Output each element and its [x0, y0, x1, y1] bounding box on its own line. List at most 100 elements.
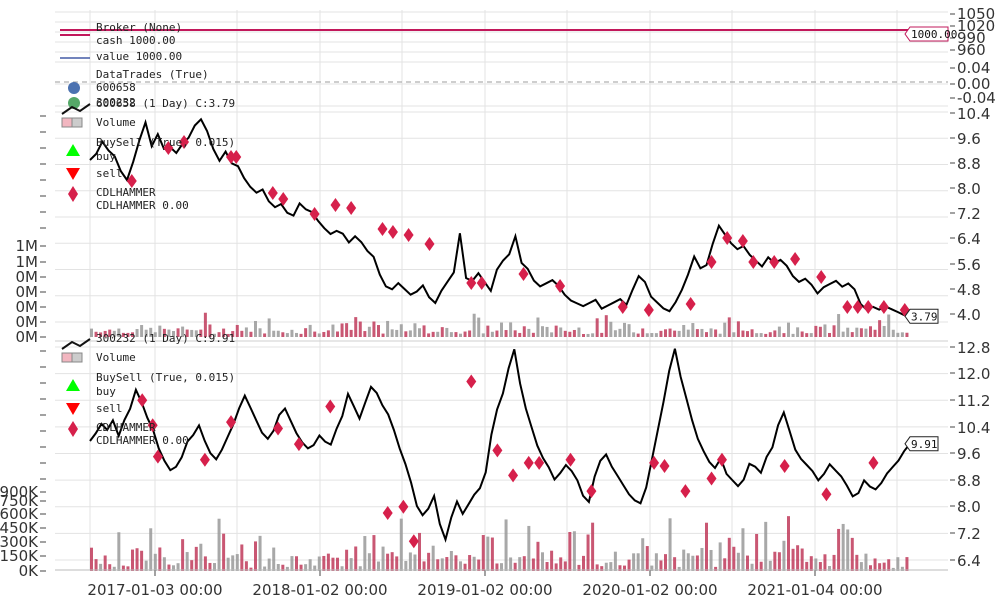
stock-300232-last-value-tag: [904, 436, 939, 452]
stock-300232-volume-bar: [746, 555, 749, 571]
stock-600658-sell-legend-icon: [66, 168, 80, 180]
stock-300232-cdlhammer-marker: [293, 437, 304, 452]
stock-300232-volume-bar: [645, 546, 649, 571]
stock-600658-volume-bar: [117, 328, 121, 337]
stock-300232-volume-bar: [199, 543, 203, 571]
stock-300232-volume-bar: [768, 560, 772, 571]
stock-300232-sell-legend-icon: [66, 403, 80, 415]
stock-600658-volume-bar: [668, 328, 672, 337]
stock-600658-volume-bar: [878, 320, 882, 337]
stock-300232-volume-bar: [527, 525, 531, 571]
stock-600658-volume-bar: [322, 331, 326, 337]
stock-600658-volume-bar: [317, 333, 321, 337]
stock-300232-volume-bar: [490, 537, 494, 571]
stock-300232-volume-bar: [377, 561, 380, 571]
stock-600658-volume-bar: [336, 331, 339, 337]
stock-600658-volume-bar: [654, 333, 658, 337]
stock-300232-cdlhammer-marker: [226, 415, 237, 430]
stock-600658-volume-bar: [313, 331, 317, 337]
stock-300232-volume-bar: [308, 559, 312, 571]
stock-600658-cdlhammer-marker: [706, 255, 717, 269]
stock-600658-volume-bar: [714, 329, 718, 337]
stock-600658-volume-bar: [591, 333, 595, 337]
stock-300232-volume-bar: [194, 546, 198, 571]
stock-300232-volume-bar: [254, 541, 257, 571]
x-axis-tick-label: 2021-01-04 00:00: [747, 581, 882, 599]
stock-600658-volume-legend-swatch-b: [71, 117, 83, 128]
stock-300232-volume-bar: [846, 529, 850, 571]
stock-300232-cdlhammer-marker: [534, 455, 545, 470]
stock-300232-volume-bar: [736, 552, 740, 571]
stock-300232-volume-bar: [94, 559, 98, 571]
stock-600658-volume-bar: [299, 333, 303, 337]
stock-600658-cdlhammer-marker: [278, 192, 289, 206]
stock-300232-volume-bar: [664, 554, 667, 571]
stock-300232-buysell-legend-label: BuySell (True, 0.015): [96, 371, 235, 384]
stock-600658-volume-bar: [550, 332, 554, 337]
stock-600658-volume-bar: [354, 317, 358, 337]
stock-300232-cdlhammer-marker: [868, 455, 879, 470]
stock-300232-volume-bar: [363, 536, 367, 571]
stock-600658-volume-bar: [531, 332, 535, 337]
stock-300232-volume-tick-label: 300K: [0, 533, 39, 551]
stock-300232-volume-bar: [158, 547, 162, 571]
stock-300232-volume-bar: [650, 565, 654, 571]
stock-300232-volume-bar: [90, 547, 93, 571]
stock-600658-volume-bar: [882, 325, 886, 337]
stock-300232-volume-bar: [162, 557, 166, 571]
stock-600658-volume-bar: [381, 333, 385, 337]
stock-600658-volume-bar: [295, 332, 298, 337]
stock-600658-volume-bar: [623, 322, 626, 337]
stock-600658-volume-bar: [572, 329, 576, 337]
stock-300232-cdlhammer-marker: [523, 455, 534, 470]
stock-300232-volume-bar: [304, 564, 308, 571]
stock-600658-volume-bar: [427, 333, 431, 337]
stock-600658-volume-bar: [682, 324, 686, 337]
stock-300232-ytick-label: 8.0: [957, 498, 981, 516]
x-axis-tick-label: 2020-01-02 00:00: [582, 581, 717, 599]
stock-600658-cdlhammer-marker: [685, 297, 696, 311]
stock-600658-volume-bar: [276, 330, 280, 337]
x-axis-tick-label: 2019-01-02 00:00: [417, 581, 552, 599]
stock-300232-cdlhammer-marker: [398, 499, 409, 514]
stock-300232-volume-bar: [108, 564, 112, 571]
broker-last-value-text: 1000.00: [911, 28, 957, 41]
stock-300232-volume-bar: [741, 528, 745, 571]
stock-300232-volume-bar: [636, 553, 640, 571]
stock-600658-volume-bar: [632, 332, 636, 337]
stock-600658-cdlhammer-marker: [769, 255, 780, 269]
stock-600658-volume-bar: [677, 330, 681, 337]
stock-600658-volume-bar: [659, 330, 663, 337]
stock-300232-volume-legend-label: Volume: [96, 351, 136, 364]
stock-300232-buy-legend-label: buy: [96, 385, 116, 398]
stock-600658-cdlhammer-marker: [387, 225, 398, 239]
stock-600658-cdlhammer-marker: [555, 279, 566, 293]
stock-600658-volume-bar: [500, 322, 503, 337]
stock-300232-volume-bar: [891, 567, 895, 571]
stock-600658-volume-bar: [404, 331, 408, 337]
stock-300232-volume-bar: [787, 516, 790, 571]
stock-300232-volume-bar: [568, 531, 572, 571]
stock-300232-volume-bar: [600, 566, 604, 571]
stock-600658-volume-bar: [395, 329, 399, 337]
stock-300232-volume-bar: [340, 566, 344, 571]
stock-300232-volume-bar: [750, 563, 754, 571]
stock-600658-volume-tick-label: 0M: [16, 328, 39, 346]
stock-600658-volume-bar: [759, 333, 763, 337]
stock-600658-cdlhammer-marker: [377, 222, 388, 236]
stock-600658-volume-bar: [431, 331, 435, 337]
stock-600658-volume-bar: [705, 332, 708, 337]
stock-300232-cdlhammer-marker: [199, 452, 210, 467]
trades-marker-600658: [68, 82, 80, 94]
stock-300232-volume-bar: [591, 522, 595, 571]
stock-600658-volume-bar: [700, 328, 704, 337]
stock-600658-ytick-label: 8.8: [957, 155, 981, 173]
stock-300232-volume-bar: [682, 549, 686, 571]
stock-600658-volume-bar: [891, 329, 895, 337]
stock-300232-cdlhammer-legend-label: CDLHAMMER: [96, 421, 156, 434]
stock-600658-volume-bar: [727, 317, 731, 337]
stock-300232-volume-bar: [222, 533, 226, 571]
stock-600658-volume-bar: [358, 321, 362, 337]
stock-300232-volume-bar: [727, 537, 731, 571]
stock-600658-volume-bar: [481, 333, 485, 337]
